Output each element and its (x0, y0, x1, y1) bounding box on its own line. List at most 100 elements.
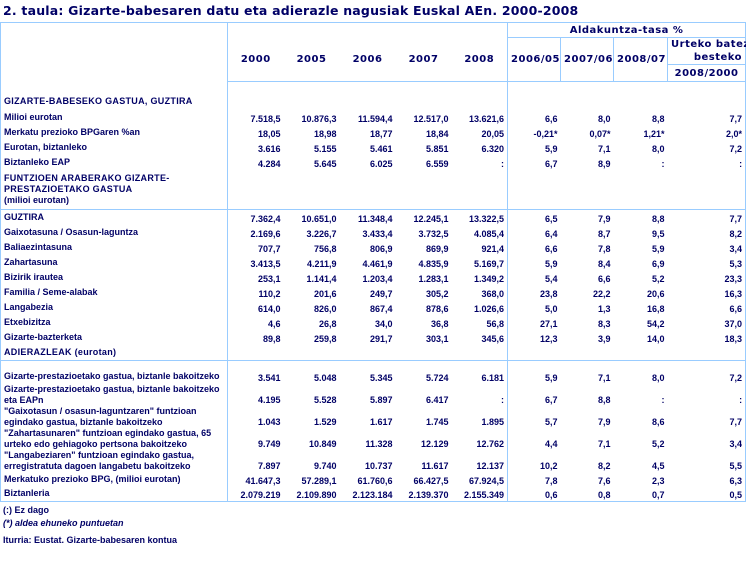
table-row: Biztanleria 2.079.219 2.109.890 2.123.184 2.… (0, 486, 746, 502)
cell-value: 8,6 (652, 416, 665, 427)
cell-value: 23,3 (667, 269, 746, 285)
cell-value: 7,2 (667, 139, 746, 155)
header-years-group (227, 22, 509, 38)
cell-value: 16,3 (667, 284, 746, 300)
cell-value: 4.284 (257, 158, 281, 169)
spacer (227, 360, 509, 369)
cell-value: 7,7 (667, 209, 746, 225)
cell-value: 5,0 (545, 303, 558, 314)
cell-value: 1.283,1 (418, 273, 449, 284)
cell-value: 5,9 (652, 243, 665, 254)
cell-value: 5.897 (369, 394, 393, 405)
cell-value: 7,7 (667, 109, 746, 125)
table-row: Merkatu prezioko BPGaren %an 18,05 18,98 18… (0, 124, 746, 140)
cell-value: 13.322,5 (451, 209, 509, 225)
cell-value: 8,7 (598, 228, 611, 239)
header-annual-period: 2008/2000 (667, 64, 746, 82)
cell-value: 5,9 (545, 372, 558, 383)
cell-value: 5,9 (545, 258, 558, 269)
cell-value: 8,2 (667, 224, 746, 240)
cell-value: 2.155.349 (451, 486, 509, 502)
cell-value: 6,7 (545, 158, 558, 169)
cell-value: 7,9 (598, 416, 611, 427)
cell-value: 56,8 (451, 314, 509, 330)
cell-value: 7,2 (667, 368, 746, 384)
cell-value: 826,0 (313, 303, 337, 314)
cell-value: 0,5 (667, 486, 746, 502)
cell-value: 7,1 (598, 143, 611, 154)
table-row: Zahartasuna 3.413,5 4.211,9 4.461,9 4.835,9 5… (0, 254, 746, 270)
cell-value: 5,5 (667, 449, 746, 472)
cell-value: 6,6 (667, 299, 746, 315)
header-rate-period: 2008/07 (613, 37, 669, 82)
cell-value: 14,0 (647, 333, 665, 344)
cell-value: 5,9 (545, 143, 558, 154)
cell-value: 5,7 (545, 416, 558, 427)
section-title-text: FUNTZIOEN ARABERAKO GIZARTE-PRESTAZIOETA… (4, 172, 170, 194)
cell-value: 878,6 (425, 303, 449, 314)
cell-value: 8,8 (652, 213, 665, 224)
table-row: Gizarte-bazterketa 89,8 259,8 291,7 303,1 345… (0, 329, 746, 345)
cell-value: 5.345 (369, 372, 393, 383)
table-row: Biztanleko EAP 4.284 5.645 6.025 6.559: 6,7 8,… (0, 154, 746, 170)
cell-value: 12.129 (420, 438, 449, 449)
cell-value: 10,2 (540, 460, 558, 471)
section-header-row: GIZARTE-BABESEKO GASTUA, GUZTIRA (0, 81, 746, 110)
row-label: "Zahartasunaren" funtzioan egindako gast… (0, 427, 228, 450)
section-spacer (507, 344, 746, 361)
cell-value: 22,2 (593, 288, 611, 299)
cell-value: 756,8 (313, 243, 337, 254)
cell-value: 5.645 (313, 158, 337, 169)
cell-value: 4,5 (652, 460, 665, 471)
section-spacer (507, 169, 746, 210)
header-year: 2005 (283, 37, 340, 82)
cell-value: 2,3 (652, 475, 665, 486)
cell-value: 57.289,1 (301, 475, 337, 486)
cell-value: 2.139.370 (395, 486, 452, 502)
cell-value: 18,77 (369, 128, 393, 139)
row-label: "Langabeziaren" funtzioan egindako gastu… (0, 449, 228, 472)
cell-value: 8,8 (652, 113, 665, 124)
row-label: Gizarte-prestazioetako gastua, biztanle … (0, 368, 228, 384)
cell-value: 18,84 (425, 128, 449, 139)
cell-value: 1.026,6 (451, 299, 509, 315)
note-missing: (:) Ez dago (3, 505, 49, 515)
cell-value: 5.155 (313, 143, 337, 154)
cell-value: 4,4 (545, 438, 558, 449)
cell-value: 0,8 (560, 486, 614, 502)
header-rate-period: 2006/05 (507, 37, 562, 82)
cell-value: 8,2 (598, 460, 611, 471)
table-row: Merkatuko prezioko BPG, (milioi eurotan)… (0, 471, 746, 487)
cell-value: 8,4 (598, 258, 611, 269)
cell-value: 54,2 (647, 318, 665, 329)
cell-value: 7,9 (598, 213, 611, 224)
cell-value: : (451, 383, 509, 406)
section-spacer (227, 81, 509, 110)
cell-value: 6,7 (545, 394, 558, 405)
cell-value: 67.924,5 (451, 471, 509, 487)
cell-value: 11.328 (365, 438, 393, 449)
row-label: Biztanleria (0, 486, 228, 502)
row-label: GUZTIRA (0, 209, 228, 225)
cell-value: 12.762 (451, 427, 509, 450)
section-title: GIZARTE-BABESEKO GASTUA, GUZTIRA (0, 81, 228, 110)
cell-value: 89,8 (262, 333, 281, 344)
cell-value: 10.876,3 (301, 113, 337, 124)
cell-value: 3.616 (257, 143, 281, 154)
table-row: Langabezia 614,0 826,0 867,4 878,6 1.026,6 5,0… (0, 299, 746, 315)
cell-value: 249,7 (369, 288, 393, 299)
cell-value: 3.541 (257, 372, 281, 383)
cell-value: 1.529 (313, 416, 337, 427)
cell-value: 345,6 (451, 329, 509, 345)
row-label: Langabezia (0, 299, 228, 315)
cell-value: 12.245,1 (413, 213, 449, 224)
header-rate-period: 2007/06 (560, 37, 615, 82)
row-label: Merkatuko prezioko BPG, (milioi eurotan) (0, 471, 228, 487)
cell-value: 6,5 (545, 213, 558, 224)
section-title: ADIERAZLEAK (eurotan) (0, 344, 228, 361)
cell-value: 1.745 (425, 416, 449, 427)
cell-value: 3,9 (598, 333, 611, 344)
table-row: Bizirik irautea 253,1 1.141,4 1.203,4 1.283,… (0, 269, 746, 285)
cell-value: 2.169,6 (250, 228, 281, 239)
cell-value: -0,21* (533, 128, 558, 139)
